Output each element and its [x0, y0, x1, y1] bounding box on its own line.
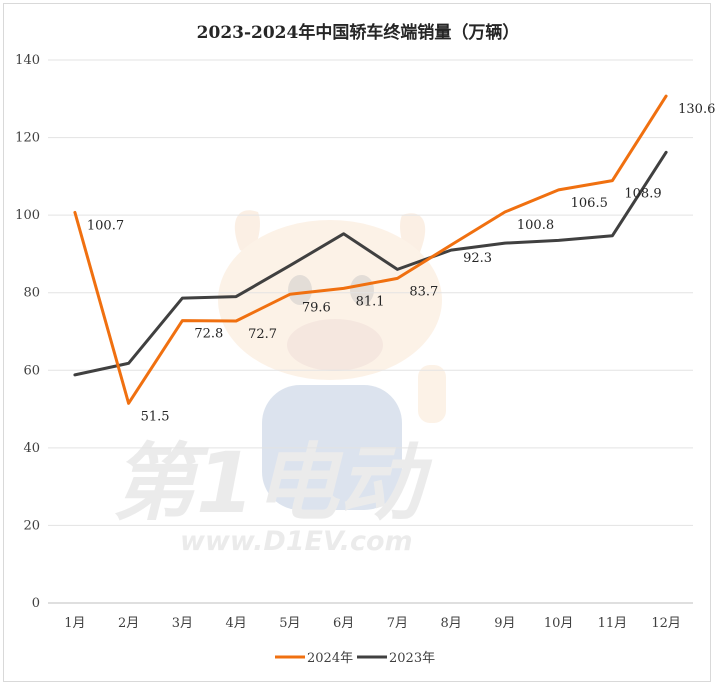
x-axis: 1月 2月 3月 4月 5月 6月 7月 8月 9月 10月 11月 12月	[64, 616, 681, 631]
watermark: 第1电动 www.D1EV.com	[112, 210, 446, 557]
y-tick-label: 20	[23, 518, 40, 533]
x-tick-label: 2月	[118, 616, 139, 631]
watermark-brand: 第1电动	[112, 434, 432, 532]
x-tick-label: 3月	[172, 616, 193, 631]
series-lines	[73, 94, 668, 405]
y-tick-label: 100	[15, 208, 40, 223]
legend-label: 2023年	[389, 651, 435, 666]
data-label: 100.8	[517, 218, 554, 233]
series-line-2023年	[73, 150, 668, 377]
y-tick-label: 140	[15, 53, 40, 68]
data-label: 108.9	[624, 187, 661, 202]
data-label: 72.8	[194, 327, 223, 342]
x-tick-label: 8月	[440, 616, 461, 631]
x-tick-label: 12月	[651, 616, 681, 631]
y-tick-label: 60	[23, 363, 40, 378]
data-label: 51.5	[141, 409, 170, 424]
data-label: 92.3	[463, 251, 492, 266]
data-label: 79.6	[302, 300, 331, 315]
data-label: 83.7	[409, 284, 438, 299]
gridlines	[48, 59, 693, 604]
data-label: 72.7	[248, 327, 277, 342]
series-line-2024年	[73, 94, 668, 405]
x-tick-label: 7月	[387, 616, 408, 631]
x-tick-label: 4月	[225, 616, 246, 631]
data-label: 130.68	[678, 102, 716, 117]
chart-title: 2023-2024年中国轿车终端销量（万辆）	[197, 22, 520, 43]
data-label: 106.5	[571, 196, 608, 211]
y-tick-label: 0	[32, 596, 40, 611]
legend: 2024年 2023年	[275, 651, 435, 666]
y-tick-label: 40	[23, 441, 40, 456]
legend-label: 2024年	[307, 651, 353, 666]
x-tick-label: 10月	[544, 616, 574, 631]
data-label: 81.1	[356, 294, 385, 309]
x-tick-label: 11月	[598, 616, 628, 631]
data-labels: 100.7 51.5 72.8 72.7 79.6 81.1 83.7 92.3 100.8 10…	[87, 102, 716, 424]
y-tick-label: 120	[15, 131, 40, 146]
x-tick-label: 1月	[64, 616, 85, 631]
mascot-logo	[218, 210, 446, 510]
x-tick-label: 5月	[279, 616, 300, 631]
x-tick-label: 9月	[494, 616, 515, 631]
y-tick-label: 80	[23, 286, 40, 301]
x-tick-label: 6月	[333, 616, 354, 631]
watermark-url: www.D1EV.com	[180, 526, 413, 557]
data-label: 100.7	[87, 218, 124, 233]
chart-frame	[3, 3, 711, 682]
y-axis: 0 20 40 60 80 100 120 140	[15, 53, 40, 611]
